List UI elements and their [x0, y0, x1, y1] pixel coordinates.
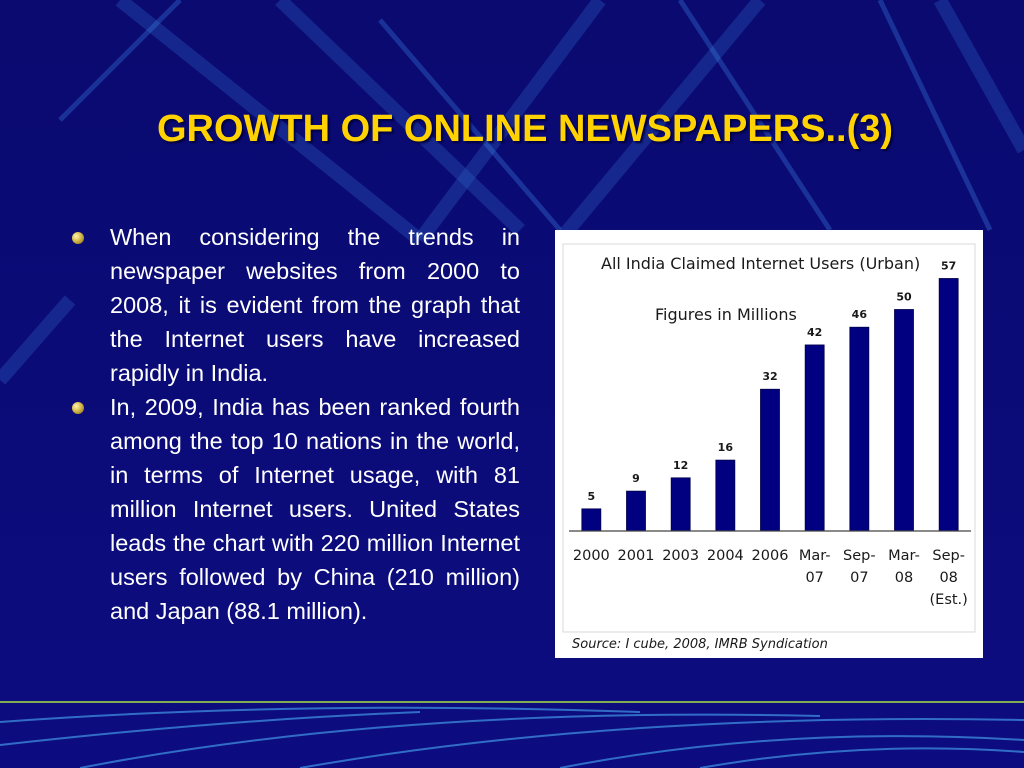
x-tick-label: 2001: [618, 548, 655, 564]
chart-title: All India Claimed Internet Users (Urban): [601, 254, 921, 273]
x-tick-label: 2004: [707, 548, 744, 564]
x-tick-label: Mar-: [888, 548, 920, 564]
x-tick-label: 07: [850, 570, 868, 586]
data-label: 57: [941, 259, 956, 272]
x-tick-label: Sep-: [932, 548, 965, 564]
bullet-text: When considering the trends in newspaper…: [110, 224, 520, 386]
bar: [894, 309, 914, 532]
bar: [581, 508, 602, 532]
x-tick-label: (Est.): [930, 592, 968, 608]
chart-subtitle: Figures in Millions: [655, 305, 797, 324]
data-label: 46: [852, 308, 868, 321]
bar: [670, 477, 691, 532]
data-label: 5: [588, 490, 596, 503]
data-label: 16: [718, 441, 734, 454]
bullet-icon: [72, 402, 84, 414]
bullet-text: In, 2009, India has been ranked fourth a…: [110, 394, 520, 624]
bar: [849, 326, 870, 532]
x-tick-label: 07: [805, 570, 823, 586]
x-tick-label: 2003: [662, 548, 699, 564]
data-label: 12: [673, 459, 688, 472]
bullet-list: When considering the trends in newspaper…: [68, 220, 520, 628]
bar: [938, 278, 959, 532]
data-label: 50: [896, 291, 912, 304]
x-tick-label: Mar-: [799, 548, 831, 564]
bar-chart: 5 2000 9 2001 12 2003 16 2004 32 2006 42 Mar- 07 46 Se…: [562, 243, 976, 633]
bar: [715, 459, 736, 532]
data-label: 42: [807, 326, 822, 339]
x-tick-label: 08: [939, 570, 957, 586]
slide-title: GROWTH OF ONLINE NEWSPAPERS..(3): [156, 108, 894, 150]
bar: [804, 344, 825, 532]
bullet-icon: [72, 232, 84, 244]
bar: [626, 490, 646, 532]
data-label: 9: [632, 472, 640, 485]
chart-card: 5 2000 9 2001 12 2003 16 2004 32 2006 42 Mar- 07 46 Se…: [555, 230, 983, 658]
bar: [760, 388, 780, 532]
x-tick-label: Sep-: [843, 548, 876, 564]
data-label: 32: [762, 370, 777, 383]
bullet-item: When considering the trends in newspaper…: [68, 220, 520, 390]
chart-frame: [562, 243, 976, 633]
x-tick-label: 2000: [573, 548, 610, 564]
x-tick-label: 2006: [752, 548, 789, 564]
bullet-item: In, 2009, India has been ranked fourth a…: [68, 390, 520, 628]
x-tick-label: 08: [895, 570, 913, 586]
chart-source: Source: I cube, 2008, IMRB Syndication: [572, 637, 828, 652]
